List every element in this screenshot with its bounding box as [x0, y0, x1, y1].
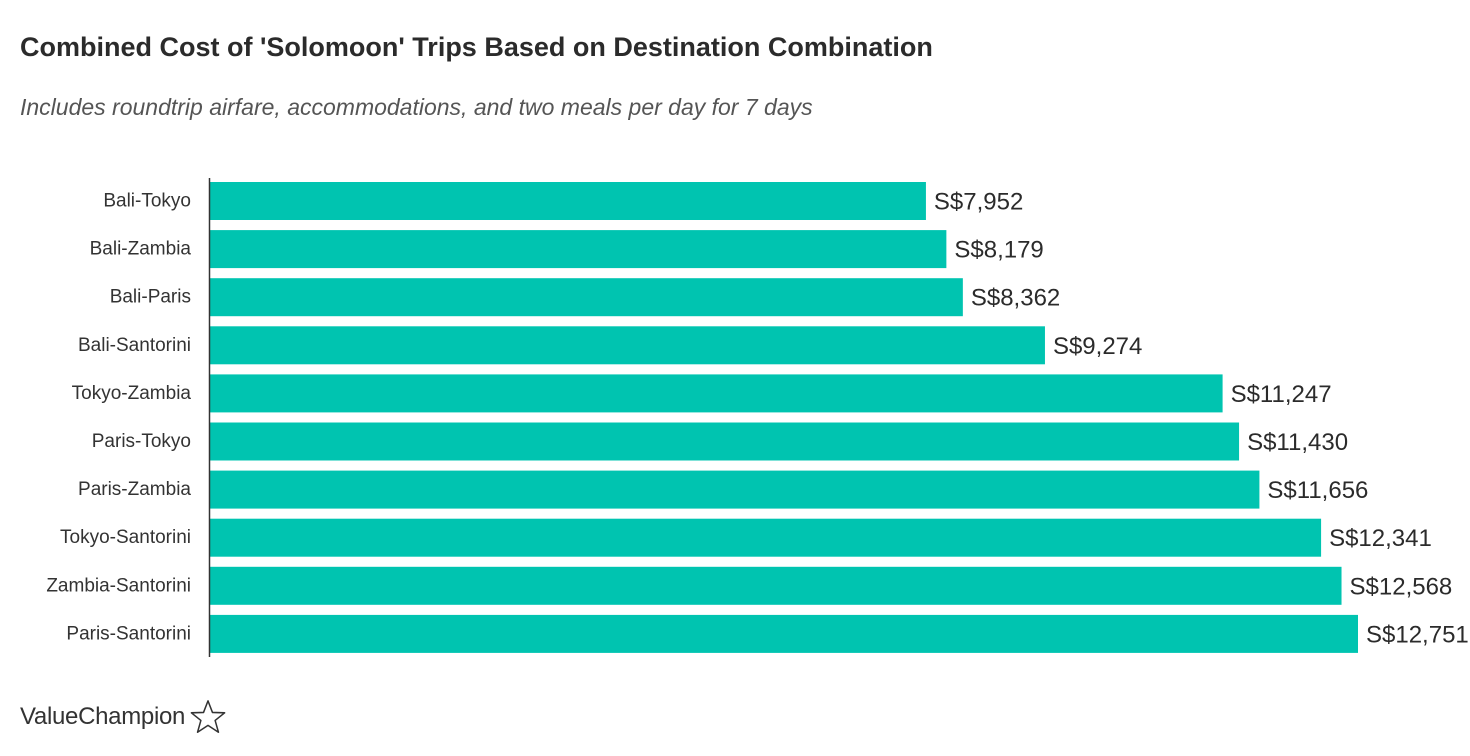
chart-subtitle: Includes roundtrip airfare, accommodatio… [20, 94, 813, 120]
category-label: Tokyo-Zambia [72, 383, 192, 404]
category-label: Bali-Tokyo [103, 191, 191, 212]
value-label: S$11,430 [1247, 429, 1348, 456]
bar-tokyo-santorini [210, 518, 1322, 557]
value-label: S$11,247 [1231, 381, 1332, 408]
category-label: Paris-Tokyo [92, 431, 191, 452]
bar-bali-zambia [210, 230, 947, 269]
value-label: S$8,179 [954, 237, 1043, 264]
category-label: Paris-Zambia [78, 479, 191, 500]
bar-zambia-santorini [210, 566, 1342, 605]
bar-bali-paris [210, 278, 963, 317]
bar-tokyo-zambia [210, 374, 1223, 413]
bar-paris-tokyo [210, 422, 1240, 461]
bar-paris-santorini [210, 614, 1358, 653]
category-label: Bali-Santorini [78, 335, 191, 356]
bar-bali-santorini [210, 326, 1045, 365]
category-label: Paris-Santorini [66, 623, 191, 644]
value-label: S$8,362 [971, 285, 1060, 312]
value-label: S$12,568 [1350, 573, 1453, 600]
bar-chart: Bali-Tokyo S$7,952 Bali-Zambia S$8,179 Bali-… [46, 178, 1469, 657]
value-label: S$7,952 [934, 189, 1023, 216]
category-label: Tokyo-Santorini [60, 527, 191, 548]
value-label: S$11,656 [1267, 477, 1368, 504]
category-label: Bali-Paris [110, 287, 191, 308]
brand-name: ValueChampion [20, 703, 186, 730]
value-label: S$9,274 [1053, 333, 1142, 360]
category-label: Zambia-Santorini [46, 575, 191, 596]
category-label: Bali-Zambia [90, 239, 192, 260]
value-label: S$12,751 [1366, 621, 1469, 648]
bar-bali-tokyo [210, 182, 926, 220]
chart-title: Combined Cost of 'Solomoon' Trips Based … [20, 32, 933, 62]
value-label: S$12,341 [1329, 525, 1432, 552]
star-outline-icon [190, 700, 226, 733]
brand-logo: ValueChampion [20, 698, 227, 736]
bar-paris-zambia [210, 470, 1260, 509]
